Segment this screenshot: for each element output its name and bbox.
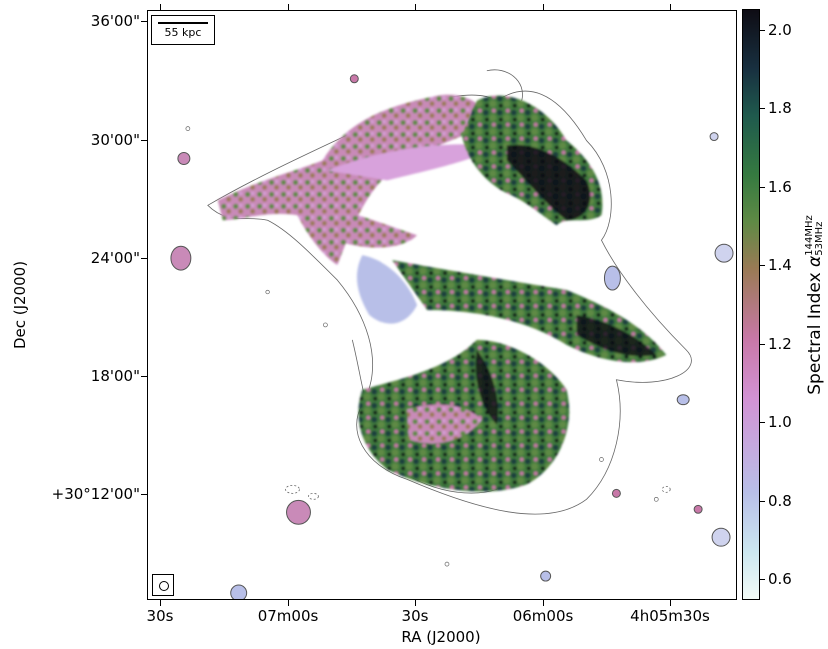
- colorbar-tick-mark: [760, 108, 765, 110]
- scale-bar: 55 kpc: [151, 15, 215, 45]
- negative-contours: [285, 484, 671, 500]
- y-tick-mark: [141, 258, 147, 259]
- colorbar-title-sub: 53MHz: [814, 221, 825, 256]
- x-tick-mark: [670, 600, 671, 606]
- y-tick-mark: [141, 376, 147, 377]
- y-tick-label: +30°12'00": [51, 485, 140, 503]
- colorbar-title-frequencies: 144MHz 53MHz: [804, 215, 825, 256]
- colorbar-tick-mark: [760, 29, 765, 31]
- colorbar-tick-mark: [760, 186, 765, 188]
- x-tick-mark-top: [543, 4, 544, 10]
- colorbar-tick-label: 0.6: [768, 570, 792, 589]
- colorbar-tick-label: 1.6: [768, 177, 792, 196]
- colorbar: [742, 9, 760, 600]
- colorbar-title: Spectral Index α144MHz 53MHz: [804, 215, 825, 395]
- x-axis-title: RA (J2000): [401, 628, 481, 646]
- colorbar-tick-mark: [760, 579, 765, 581]
- colorbar-tick-mark: [760, 343, 765, 345]
- x-tick-label: 07m00s: [257, 607, 319, 625]
- colorbar-tick-label: 1.8: [768, 99, 792, 118]
- x-tick-mark: [543, 600, 544, 606]
- y-tick-mark: [141, 21, 147, 22]
- y-tick-mark: [141, 140, 147, 141]
- southern-lobe: [358, 339, 570, 492]
- y-tick-label: 36'00": [90, 12, 140, 30]
- colorbar-title-symbol: α: [805, 255, 825, 267]
- point-sources: [170, 74, 734, 599]
- x-tick-mark-top: [670, 4, 671, 10]
- colorbar-title-prefix: Spectral Index: [805, 266, 825, 395]
- scale-bar-line: [158, 22, 208, 24]
- colorbar-tick-label: 2.0: [768, 20, 792, 39]
- x-tick-mark-top: [160, 4, 161, 10]
- colorbar-tick-label: 1.4: [768, 256, 792, 275]
- spectral-index-map: [147, 10, 737, 600]
- y-tick-label: 30'00": [90, 131, 140, 149]
- x-tick-label: 30s: [146, 607, 174, 625]
- northeast-lobe: [461, 95, 603, 226]
- x-tick-label: 30s: [401, 607, 429, 625]
- colorbar-tick-label: 1.2: [768, 334, 792, 353]
- x-tick-mark-top: [288, 4, 289, 10]
- x-tick-label: 06m00s: [512, 607, 574, 625]
- y-tick-label: 18'00": [90, 367, 140, 385]
- colorbar-tick-label: 0.8: [768, 491, 792, 510]
- beam-ellipse: [159, 581, 169, 591]
- x-tick-mark-top: [415, 4, 416, 10]
- colorbar-tick-mark: [760, 265, 765, 267]
- y-tick-label: 24'00": [90, 249, 140, 267]
- beam-indicator: [152, 574, 174, 596]
- y-axis-title: Dec (J2000): [11, 260, 29, 350]
- y-tick-mark: [141, 494, 147, 495]
- radio-source-image: [170, 69, 734, 599]
- central-bridge: [356, 255, 667, 363]
- northern-lobe: [217, 94, 497, 266]
- x-tick-label: 4h05m30s: [630, 607, 710, 625]
- colorbar-tick-mark: [760, 500, 765, 502]
- scale-bar-label: 55 kpc: [164, 26, 202, 39]
- x-tick-mark: [160, 600, 161, 606]
- x-tick-mark: [415, 600, 416, 606]
- colorbar-tick-mark: [760, 422, 765, 424]
- colorbar-tick-label: 1.0: [768, 413, 792, 432]
- x-tick-mark: [288, 600, 289, 606]
